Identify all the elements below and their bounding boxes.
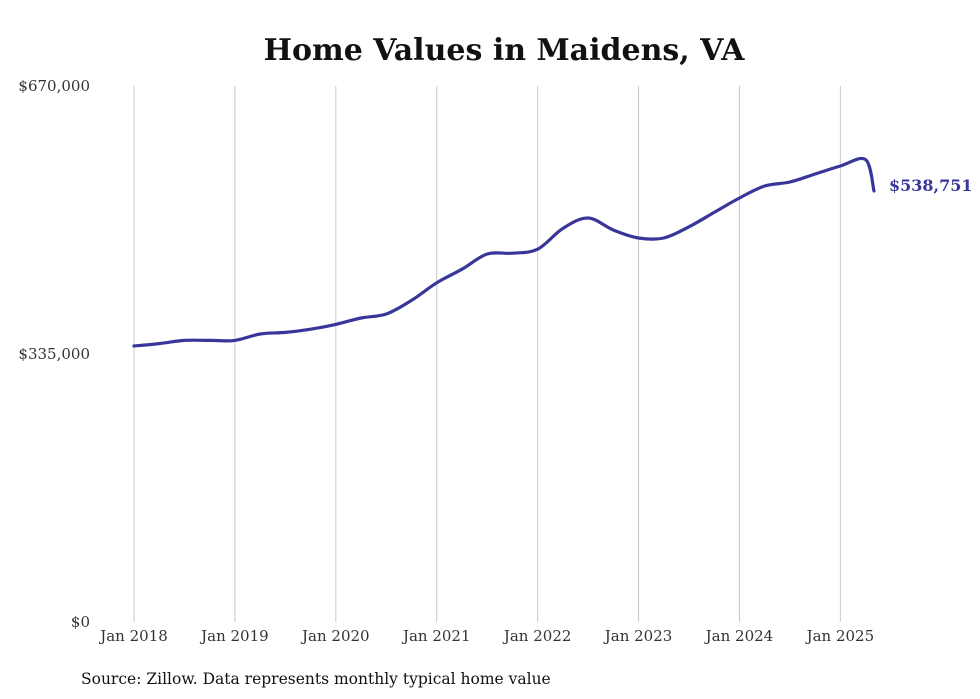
x-tick-label: Jan 2020 [300, 627, 370, 645]
x-tick-label: Jan 2021 [401, 627, 471, 645]
x-axis: Jan 2018 Jan 2019 Jan 2020 Jan 2021 Jan 2022… [98, 627, 874, 645]
end-value-label: $538,751 [889, 176, 973, 195]
y-tick-label: $670,000 [18, 77, 90, 95]
x-tick-label: Jan 2018 [98, 627, 168, 645]
x-tick-label: Jan 2025 [805, 627, 875, 645]
x-tick-label: Jan 2022 [502, 627, 572, 645]
x-tick-label: Jan 2019 [199, 627, 269, 645]
y-tick-label: $0 [71, 613, 90, 631]
chart-title: Home Values in Maidens, VA [264, 33, 746, 68]
series-layer: $538,751 [132, 156, 973, 348]
x-tick-label: Jan 2024 [704, 627, 774, 645]
gridlines [133, 86, 841, 622]
y-tick-label: $335,000 [18, 345, 90, 363]
y-axis: $0 $335,000 $670,000 [18, 77, 90, 631]
x-tick-label: Jan 2023 [603, 627, 673, 645]
series-line-home-value [132, 156, 876, 348]
source-note: Source: Zillow. Data represents monthly … [81, 670, 551, 688]
